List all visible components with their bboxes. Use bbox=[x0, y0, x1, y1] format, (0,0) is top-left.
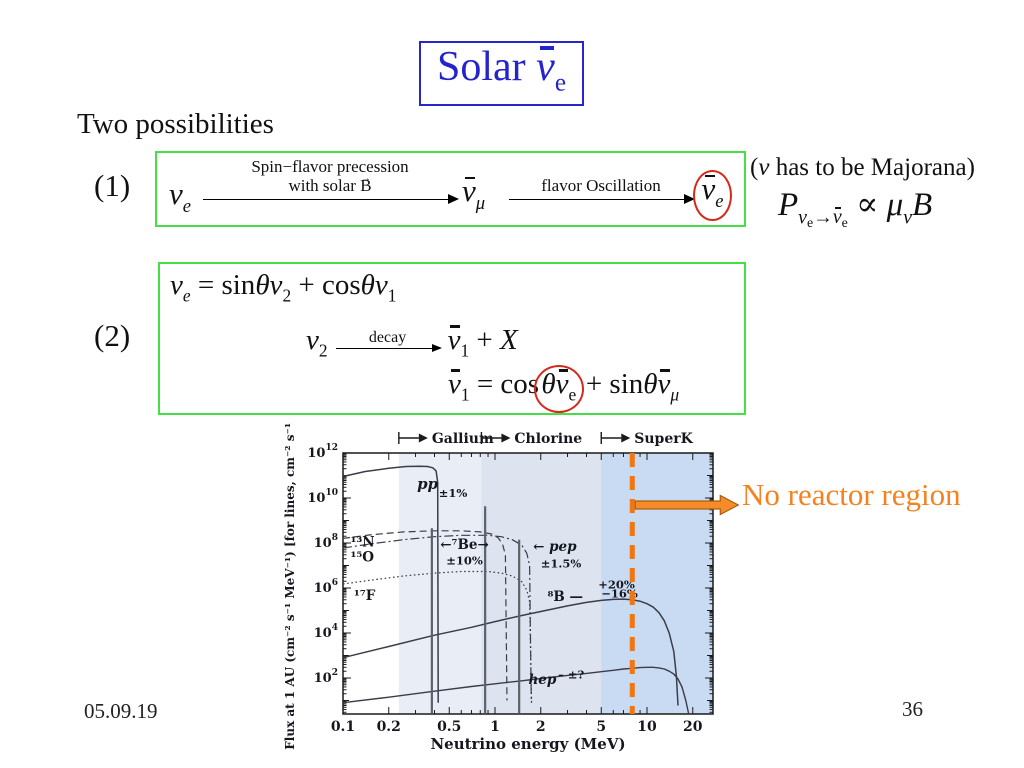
chart-annotation: ← pep bbox=[533, 539, 577, 555]
detector-label: Gallium bbox=[432, 431, 494, 447]
no-reactor-arrow bbox=[634, 494, 740, 516]
x-tick-label: 2 bbox=[536, 719, 546, 735]
possibility-1-box: νe Spin−flavor precession with solar B ν… bbox=[155, 151, 746, 227]
nu-mu-bar: νμ bbox=[462, 173, 486, 214]
chart-annotation: – ±? bbox=[558, 668, 584, 682]
x-tick-label: 0.1 bbox=[331, 719, 355, 735]
chart-annotation: ←⁷Be→ bbox=[440, 537, 489, 553]
detector-label: Chlorine bbox=[514, 431, 582, 447]
curve-8B bbox=[342, 598, 679, 706]
item-1-number: (1) bbox=[94, 168, 131, 203]
curve-17F bbox=[342, 570, 533, 703]
chart-annotation: ¹³N bbox=[350, 534, 374, 550]
x-tick-label: 20 bbox=[683, 719, 703, 735]
no-reactor-region-label: No reactor region bbox=[742, 477, 961, 512]
detector-range-SuperK: SuperK bbox=[600, 431, 694, 447]
chart-annotation: ±1% bbox=[439, 486, 468, 500]
spin-flavor-arrow-label: Spin−flavor precession with solar B bbox=[203, 157, 457, 195]
arrow-line bbox=[509, 194, 695, 204]
solar-neutrino-flux-chart: 0.1 0.2 0.5 1 2 5 10 20 102 104 106 108 1010 1012 Neut… bbox=[283, 423, 740, 753]
y-axis-title: Flux at 1 AU (cm⁻² s⁻¹ MeV⁻¹) [for lines… bbox=[283, 423, 297, 750]
chart-annotation: ±1.5% bbox=[541, 557, 582, 571]
chart-annotation: ¹⁵O bbox=[350, 550, 374, 566]
x-tick-label: 1 bbox=[490, 719, 500, 735]
title-box: Solar νe bbox=[419, 41, 584, 107]
curve-13N bbox=[342, 530, 508, 701]
decay-arrow-label: decay bbox=[368, 329, 407, 346]
nu-e-bar-result: νe bbox=[693, 169, 733, 222]
x-tick-label: 0.5 bbox=[437, 719, 461, 735]
possibility-2-box: νe = sinθν2 + cosθν1 ν2 decay ν1 + X ν1 = … bbox=[158, 262, 746, 415]
slide-date: 05.09.19 bbox=[84, 699, 158, 723]
x-tick-label: 10 bbox=[637, 719, 657, 735]
majorana-note: (ν has to be Majorana) bbox=[750, 154, 975, 181]
x-tick-label: 5 bbox=[596, 719, 606, 735]
y-tick-label: 108 bbox=[314, 533, 338, 551]
probability-equation: Pνe→νe ∝ μνB bbox=[778, 187, 933, 230]
chart-annotation: hep bbox=[528, 672, 556, 688]
flavor-oscillation-arrow-label: flavor Oscillation bbox=[541, 176, 661, 195]
red-circle-annotation: θνe bbox=[533, 365, 585, 414]
heading-two-possibilities: Two possibilities bbox=[77, 108, 274, 140]
decay-arrow: decay bbox=[335, 329, 442, 352]
detector-range-Gallium: Gallium bbox=[398, 431, 494, 447]
y-tick-label: 106 bbox=[314, 578, 338, 596]
chart-annotation: pp bbox=[417, 475, 438, 493]
red-circle-annotation: νe bbox=[693, 169, 733, 222]
nu-e-initial: νe bbox=[169, 176, 192, 217]
x-tick-label: 0.2 bbox=[377, 719, 401, 735]
antinu-mixing-equation: ν1 = cosθνe + sinθνμ bbox=[448, 365, 680, 414]
region-SuperK bbox=[601, 453, 713, 714]
item-2-number: (2) bbox=[94, 318, 131, 353]
slide-page-number: 36 bbox=[902, 697, 923, 721]
chart-annotation: −16% bbox=[601, 586, 638, 600]
arrow-line bbox=[335, 343, 442, 352]
curve-hep bbox=[342, 666, 690, 715]
chart-annotation: ±10% bbox=[446, 554, 483, 568]
detector-regions bbox=[398, 453, 713, 714]
mixing-equation: νe = sinθν2 + cosθν1 bbox=[170, 269, 397, 306]
detector-range-Chlorine: Chlorine bbox=[480, 431, 582, 447]
page-title: Solar νe bbox=[437, 44, 566, 97]
y-tick-label: 1012 bbox=[307, 443, 338, 461]
chart-annotation: ⁸B — bbox=[548, 589, 584, 605]
y-tick-label: 1010 bbox=[307, 488, 338, 506]
y-tick-label: 102 bbox=[314, 668, 338, 686]
decay-equation: ν2 decay ν1 + X bbox=[306, 324, 518, 361]
flavor-oscillation-arrow: flavor Oscillation bbox=[509, 176, 695, 204]
arrow-line bbox=[203, 194, 459, 204]
y-tick-label: 104 bbox=[314, 623, 338, 641]
detector-label: SuperK bbox=[634, 431, 693, 447]
curve-pp bbox=[342, 465, 439, 703]
chart-annotation: +20% bbox=[598, 578, 635, 592]
x-axis-title: Neutrino energy (MeV) bbox=[430, 735, 625, 753]
chart-annotation: ¹⁷F bbox=[354, 588, 376, 604]
axis-ticks bbox=[342, 452, 713, 714]
spin-flavor-precession-arrow: Spin−flavor precession with solar B bbox=[203, 157, 459, 204]
curve-15O bbox=[342, 534, 532, 703]
